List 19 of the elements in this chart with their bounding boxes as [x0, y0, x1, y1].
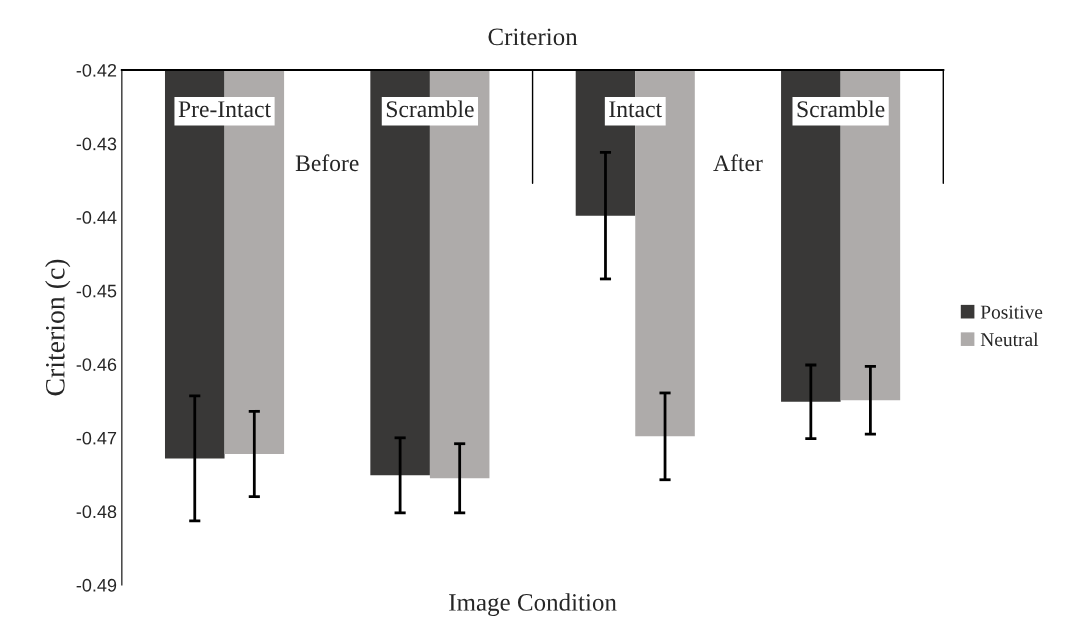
y-tick-label: -0.48 — [76, 505, 117, 519]
y-axis-title: Criterion (c) — [45, 259, 71, 396]
y-tick-label: -0.42 — [76, 63, 117, 77]
y-tick-label: -0.49 — [76, 578, 117, 592]
x-tick-label: Pre-Intact — [178, 101, 271, 118]
x-tick-label: Scramble — [797, 100, 885, 118]
y-tick-label: -0.45 — [76, 284, 117, 298]
x-tick-label: Scramble — [386, 100, 474, 118]
y-tick-label: -0.47 — [76, 431, 117, 445]
y-tick-label: -0.44 — [76, 211, 117, 224]
annotation: After — [713, 154, 763, 172]
legend-label: Positive — [980, 305, 1043, 319]
annotation: Before — [295, 154, 359, 172]
x-tick-label: Intact — [609, 101, 662, 118]
chart-title: Criterion — [488, 28, 578, 46]
legend-label: Neutral — [980, 332, 1039, 347]
y-tick-label: -0.43 — [76, 137, 117, 151]
x-axis-title: Image Condition — [449, 593, 617, 617]
y-tick-label: -0.46 — [76, 358, 117, 371]
